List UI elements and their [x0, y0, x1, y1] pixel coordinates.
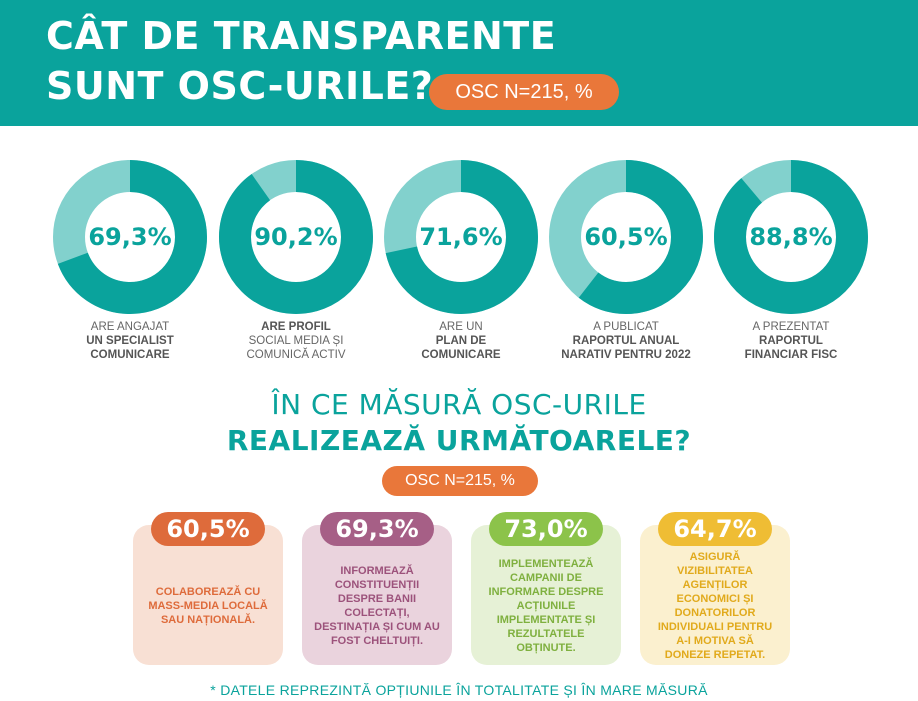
section-title-line2: REALIZEAZĂ URMĂTOARELE?: [226, 424, 692, 457]
donut-arc: [53, 160, 207, 314]
page-title-line2: SUNT OSC-URILE?: [46, 64, 434, 108]
label-bold: FINANCIAR FISC: [744, 349, 838, 361]
donut-label-financial-report: A PREZENTAT RAPORTUL FINANCIAR FISC: [706, 320, 876, 362]
card-description: COLABOREAZĂ CU MASS-MEDIA LOCALĂ SAU NAȚ…: [148, 586, 268, 626]
donut-arc: [714, 160, 868, 314]
donut-label-specialist: ARE ANGAJAT UN SPECIALIST COMUNICARE: [45, 320, 215, 362]
donut-arc: [219, 160, 373, 314]
label-plain: ARE ANGAJAT: [90, 321, 170, 333]
card-description: INFORMEAZĂ CONSTITUENȚII DESPRE BANII CO…: [314, 565, 440, 647]
donut-value: 60,5%: [584, 223, 668, 251]
donut-arc: [384, 160, 538, 314]
donut-chart-annual-report: [549, 160, 703, 314]
donut-chart-communication-plan: [384, 160, 538, 314]
header-banner: CÂT DE TRANSPARENTE SUNT OSC-URILE? OSC …: [0, 0, 918, 126]
label-plain: COMUNICĂ ACTIV: [246, 349, 346, 361]
label-bold: PLAN DE: [435, 335, 487, 347]
card-value-badge: 60,5%: [151, 512, 265, 546]
section-sample-size-badge: OSC N=215, %: [382, 466, 538, 496]
card-value-badge: 64,7%: [658, 512, 772, 546]
label-bold: UN SPECIALIST: [86, 335, 174, 347]
card-value-badge: 69,3%: [320, 512, 434, 546]
donut-label-social-media: ARE PROFIL SOCIAL MEDIA ȘI COMUNICĂ ACTI…: [211, 320, 381, 362]
donut-chart-social-media: [219, 160, 373, 314]
card-information-campaigns: [471, 525, 621, 665]
donut-arc: [549, 160, 703, 314]
card-description: ASIGURĂ VIZIBILITATEA AGENȚILOR ECONOMIC…: [657, 551, 773, 661]
donut-specialist: 69,3%: [53, 160, 207, 314]
card-donor-visibility: [640, 525, 790, 665]
sample-size-badge: OSC N=215, %: [429, 74, 619, 110]
donut-label-annual-report: A PUBLICAT RAPORTUL ANUAL NARATIV PENTRU…: [541, 320, 711, 362]
label-bold: RAPORTUL: [759, 335, 823, 347]
donut-value: 69,3%: [88, 223, 172, 251]
donut-value: 90,2%: [254, 223, 338, 251]
label-plain: ARE UN: [439, 321, 483, 333]
label-bold: ARE PROFIL: [261, 321, 331, 333]
label-bold: NARATIV PENTRU 2022: [561, 349, 691, 361]
label-bold: COMUNICARE: [90, 349, 170, 361]
card-value-badge: 73,0%: [489, 512, 603, 546]
donut-chart-financial-report: [714, 160, 868, 314]
donut-communication-plan: 71,6%: [384, 160, 538, 314]
label-bold: RAPORTUL ANUAL: [572, 335, 680, 347]
section-title-line1: ÎN CE MĂSURĂ OSC-URILE: [271, 388, 647, 421]
donut-label-communication-plan: ARE UN PLAN DE COMUNICARE: [376, 320, 546, 362]
donut-social-media: 90,2%: [219, 160, 373, 314]
card-mass-media: [133, 525, 283, 665]
card-description: IMPLEMENTEAZĂ CAMPANII DE INFORMARE DESP…: [488, 558, 604, 654]
donut-value: 88,8%: [749, 223, 833, 251]
donut-annual-report: 60,5%: [549, 160, 703, 314]
label-plain: A PUBLICAT: [593, 321, 659, 333]
donut-value: 71,6%: [419, 223, 503, 251]
card-inform-constituents: [302, 525, 452, 665]
donut-chart-specialist: [53, 160, 207, 314]
donut-financial-report: 88,8%: [714, 160, 868, 314]
label-plain: A PREZENTAT: [752, 321, 830, 333]
label-plain: SOCIAL MEDIA ȘI: [248, 335, 344, 347]
page-title-line1: CÂT DE TRANSPARENTE: [46, 14, 557, 58]
label-bold: COMUNICARE: [421, 349, 501, 361]
footnote: * DATELE REPREZINTĂ OPȚIUNILE ÎN TOTALIT…: [210, 682, 708, 698]
